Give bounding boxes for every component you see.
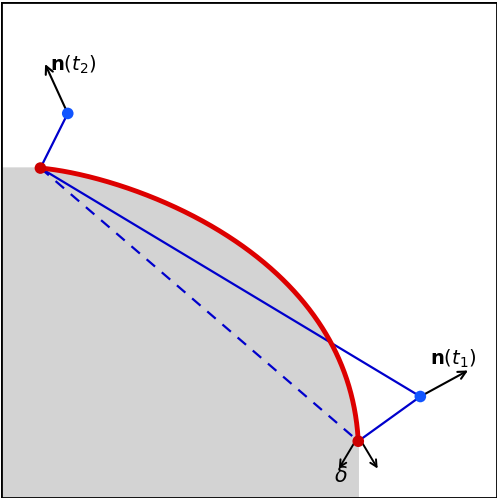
Text: $\mathbf{n}(t_2)$: $\mathbf{n}(t_2)$ xyxy=(50,54,97,76)
Point xyxy=(36,164,44,172)
Text: $\delta$: $\delta$ xyxy=(334,466,348,486)
Text: $\mathbf{n}(t_1)$: $\mathbf{n}(t_1)$ xyxy=(430,348,477,370)
Point xyxy=(354,437,362,445)
Point xyxy=(416,392,424,400)
Polygon shape xyxy=(0,168,498,498)
Point xyxy=(64,110,72,118)
